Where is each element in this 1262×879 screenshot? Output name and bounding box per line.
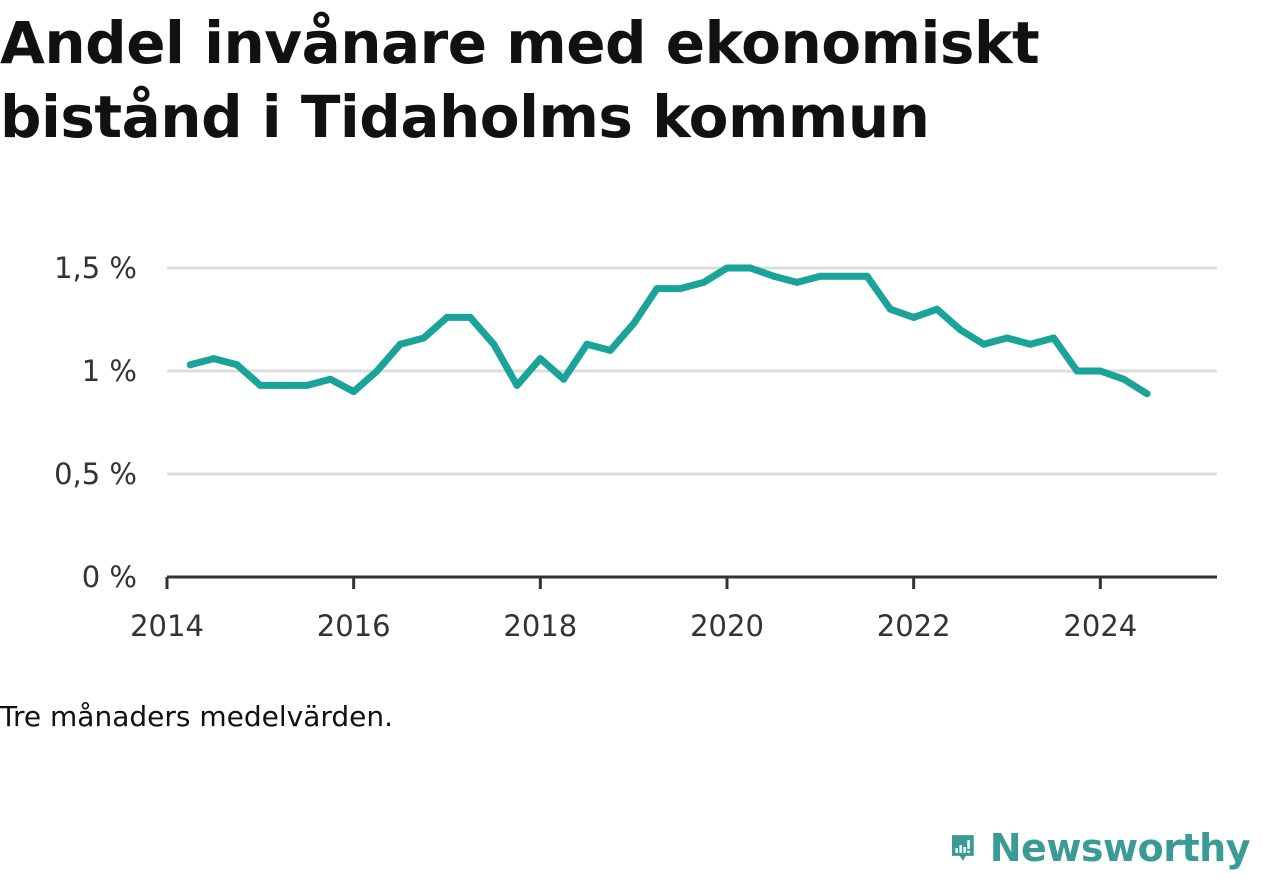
data-point [443,313,451,321]
data-point [1050,334,1058,342]
data-point [1096,367,1104,375]
series-layer [186,264,1151,398]
data-point [233,361,241,369]
data-point [1026,340,1034,348]
line-chart: 0 % 0,5 % 1 % 1,5 % 2014 2016 2018 2020 2022 202… [54,251,1217,643]
data-point [1073,367,1081,375]
chart-note: Tre månaders medelvärden. [0,700,394,733]
data-point [816,272,824,280]
gridlines [167,266,1217,476]
chart-title: Andel invånare med ekonomiskt bistånd i … [0,9,1040,151]
data-point [373,367,381,375]
y-tick-label: 1 % [82,354,137,388]
data-point [606,346,614,354]
data-point [280,381,288,389]
data-point [770,272,778,280]
data-point [723,264,731,272]
data-point [303,381,311,389]
data-point [886,305,894,313]
data-point [840,272,848,280]
x-tick-label: 2022 [877,609,951,643]
data-point [933,305,941,313]
y-tick-label: 1,5 % [54,251,137,285]
data-point [583,340,591,348]
data-point [326,375,334,383]
data-point [396,340,404,348]
data-point [793,278,801,286]
data-point [210,355,218,363]
data-point [1003,334,1011,342]
data-point [466,313,474,321]
data-point [350,388,358,396]
data-point [980,340,988,348]
newsworthy-brand: Newsworthy [950,818,1251,878]
x-tick-label: 2016 [317,609,391,643]
x-axis: 2014 2016 2018 2020 2022 2024 [130,575,1217,643]
data-point [746,264,754,272]
data-point [536,355,544,363]
data-point [653,285,661,293]
data-point [863,272,871,280]
y-tick-label: 0,5 % [54,457,137,491]
x-tick-label: 2014 [130,609,204,643]
data-point [513,381,521,389]
y-axis-ticks: 0 % 0,5 % 1 % 1,5 % [54,251,137,594]
x-tick-label: 2020 [690,609,764,643]
data-point [560,375,568,383]
y-tick-label: 0 % [82,560,137,594]
data-point [676,285,684,293]
data-point [700,278,708,286]
data-point [256,381,264,389]
x-tick-label: 2018 [503,609,577,643]
data-point [490,340,498,348]
brand-name: Newsworthy [989,826,1251,870]
x-tick-label: 2024 [1063,609,1137,643]
data-point [630,320,638,328]
data-point [956,326,964,334]
series-line [186,264,1151,398]
data-point [420,334,428,342]
data-point [1143,390,1151,398]
bar-chart-speech-bubble-icon [951,835,974,861]
data-point [1120,375,1128,383]
data-point [910,313,918,321]
data-point [186,361,194,369]
